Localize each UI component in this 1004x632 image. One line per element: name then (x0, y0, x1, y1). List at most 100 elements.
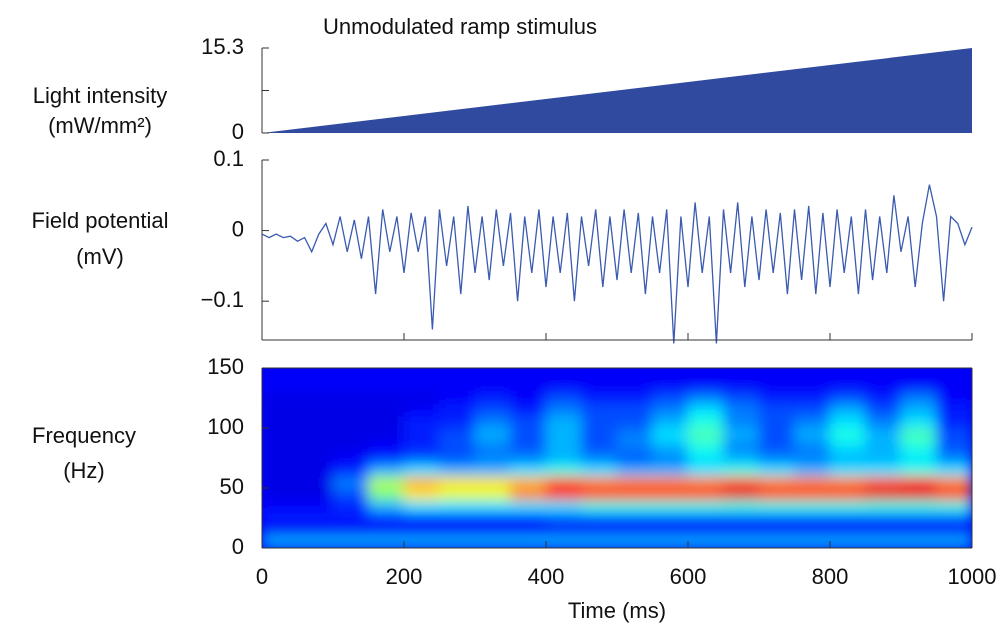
heatmap-cell (545, 463, 582, 477)
heatmap-cell (687, 523, 724, 537)
heatmap-cell (368, 499, 405, 513)
heatmap-cell (900, 451, 937, 465)
heatmap-cell (581, 439, 618, 453)
y-label: Light intensity (33, 83, 168, 108)
heatmap-cell (297, 403, 334, 417)
heatmap-cell (545, 427, 582, 441)
heatmap-cell (403, 475, 440, 489)
heatmap-cell (474, 368, 511, 381)
heatmap-cell (474, 535, 511, 548)
heatmap-cell (297, 475, 334, 489)
heatmap-cell (900, 475, 937, 489)
heatmap-cell (652, 439, 689, 453)
heatmap-cell (936, 427, 972, 441)
heatmap-cell (368, 368, 405, 381)
heatmap-cell (794, 523, 831, 537)
heatmap-cell (794, 487, 831, 501)
y-tick-label: 50 (220, 474, 244, 499)
heatmap-cell (616, 523, 653, 537)
heatmap-cell (403, 439, 440, 453)
heatmap-cell (474, 379, 511, 393)
heatmap-cell (652, 451, 689, 465)
heatmap-cell (616, 499, 653, 513)
heatmap-cell (723, 487, 760, 501)
heatmap-cell (865, 499, 902, 513)
trace (261, 184, 973, 344)
heatmap-cell (900, 391, 937, 405)
heatmap-cell (758, 439, 795, 453)
heatmap-cell (332, 391, 369, 405)
heatmap-cell (474, 451, 511, 465)
heatmap-cell (474, 499, 511, 513)
heatmap-cell (368, 463, 405, 477)
heatmap-cell (829, 535, 866, 548)
heatmap-cell (723, 403, 760, 417)
heatmap-cell (368, 487, 405, 501)
heatmap-cell (297, 368, 334, 381)
x-tick-label: 1000 (948, 564, 997, 589)
heatmap-cell (900, 368, 937, 381)
heatmap-cell (829, 487, 866, 501)
heatmap-cell (403, 415, 440, 429)
heatmap-cell (510, 439, 547, 453)
heatmap-cell (545, 379, 582, 393)
heatmap-cell (510, 379, 547, 393)
heatmap-cell (403, 499, 440, 513)
x-tick-label: 0 (256, 564, 268, 589)
heatmap-cell (758, 427, 795, 441)
heatmap-cell (510, 391, 547, 405)
heatmap-cell (262, 487, 298, 501)
heatmap-cell (368, 403, 405, 417)
heatmap-cell (652, 391, 689, 405)
heatmap-cell (545, 511, 582, 525)
heatmap-cell (332, 403, 369, 417)
heatmap-cell (794, 499, 831, 513)
heatmap-cell (936, 523, 972, 537)
heatmap-cell (758, 463, 795, 477)
heatmap-cell (900, 535, 937, 548)
heatmap-cell (262, 523, 298, 537)
heatmap-cell (687, 368, 724, 381)
heatmap-cell (332, 427, 369, 441)
heatmap-cell (581, 535, 618, 548)
heatmap-cell (262, 535, 298, 548)
heatmap-cell (262, 463, 298, 477)
heatmap-cell (900, 379, 937, 393)
heatmap-cell (474, 487, 511, 501)
heatmap-cell (581, 368, 618, 381)
heatmap-cell (439, 391, 476, 405)
heatmap-cell (545, 415, 582, 429)
heatmap-cell (510, 523, 547, 537)
heatmap-cell (262, 451, 298, 465)
heatmap-cell (368, 391, 405, 405)
heatmap-cell (403, 511, 440, 525)
heatmap-cell (581, 499, 618, 513)
heatmap-cell (403, 523, 440, 537)
y-tick-label: 0 (232, 119, 244, 144)
heatmap-cell (652, 463, 689, 477)
heatmap-cell (900, 427, 937, 441)
heatmap-cell (936, 403, 972, 417)
heatmap-cell (900, 439, 937, 453)
heatmap-cell (616, 391, 653, 405)
heatmap-cell (332, 379, 369, 393)
heatmap-cell (652, 427, 689, 441)
heatmap-cell (936, 368, 972, 381)
heatmap-cell (545, 391, 582, 405)
heatmap-cell (262, 475, 298, 489)
heatmap-cell (616, 379, 653, 393)
heatmap-cell (439, 535, 476, 548)
heatmap-cell (545, 499, 582, 513)
heatmap-cell (581, 451, 618, 465)
heatmap-cell (652, 511, 689, 525)
heatmap-cell (865, 475, 902, 489)
heatmap-cell (794, 439, 831, 453)
x-tick-label: 400 (528, 564, 565, 589)
heatmap-cell (936, 391, 972, 405)
heatmap-cell (510, 499, 547, 513)
heatmap-cell (794, 391, 831, 405)
heatmap-cell (829, 403, 866, 417)
heatmap-cell (758, 511, 795, 525)
heatmap-cell (794, 403, 831, 417)
heatmap-cell (368, 475, 405, 489)
